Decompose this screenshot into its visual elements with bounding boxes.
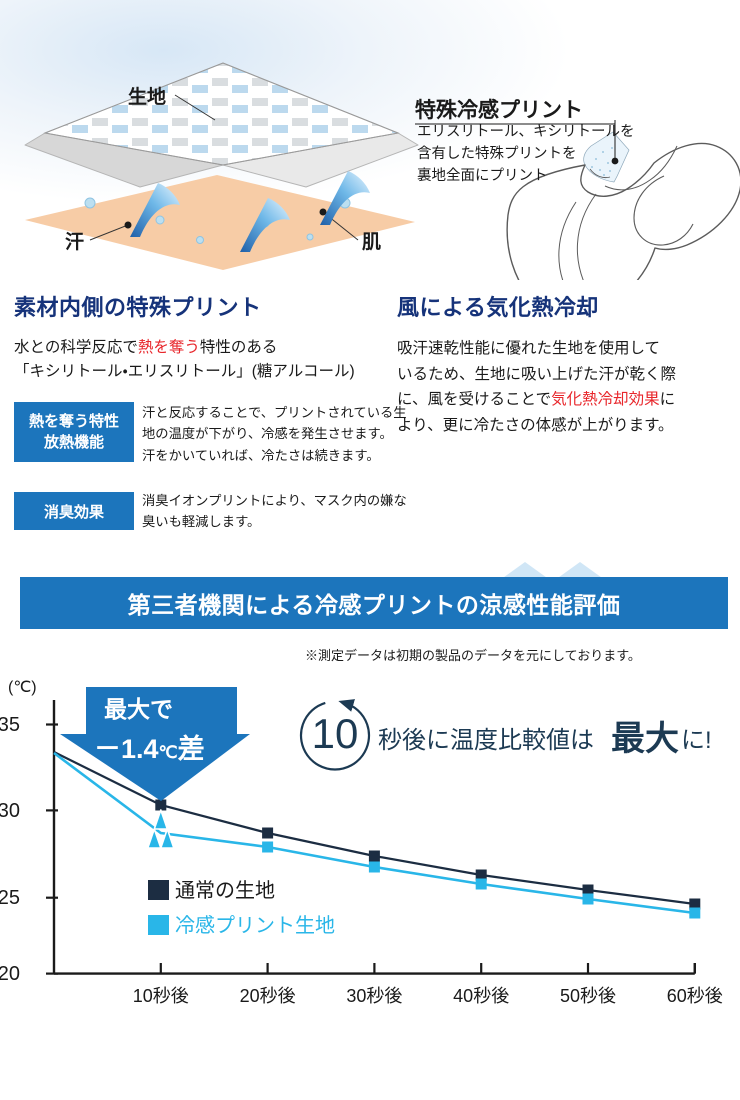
svg-text:60秒後: 60秒後 [667,986,723,1006]
svg-text:最大: 最大 [611,720,679,758]
svg-text:最大で: 最大で [104,696,173,722]
svg-text:40秒後: 40秒後 [453,986,509,1006]
svg-text:25: 25 [0,887,20,909]
svg-text:20: 20 [0,963,20,985]
svg-text:(℃): (℃) [8,679,37,696]
svg-text:10: 10 [312,710,359,757]
svg-text:10秒後: 10秒後 [133,986,189,1006]
svg-text:に!: に! [681,727,712,754]
svg-text:30秒後: 30秒後 [346,986,402,1006]
svg-text:35: 35 [0,714,20,736]
svg-text:50秒後: 50秒後 [560,986,616,1006]
svg-text:通常の生地: 通常の生地 [175,879,275,902]
svg-text:20秒後: 20秒後 [240,986,296,1006]
svg-text:冷感プリント生地: 冷感プリント生地 [175,914,335,937]
svg-text:30: 30 [0,800,20,822]
svg-text:－1.4℃差: －1.4℃差 [94,733,205,764]
svg-text:秒後に温度比較値は: 秒後に温度比較値は [378,727,594,754]
